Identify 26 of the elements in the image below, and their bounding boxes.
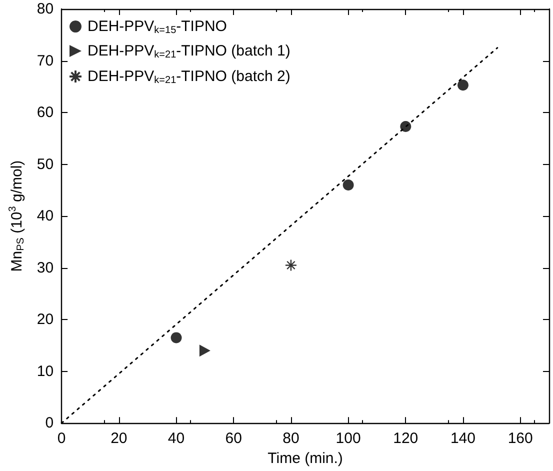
x-tick-label: 160 bbox=[508, 430, 533, 448]
y-tick-label: 40 bbox=[36, 208, 54, 225]
y-axis-title: MnPS (103 g/mol) bbox=[8, 160, 26, 272]
x-tick-label: 80 bbox=[282, 430, 300, 448]
point bbox=[457, 80, 468, 91]
x-tick-label: 40 bbox=[168, 430, 185, 448]
x-axis-title: Time (min.) bbox=[268, 450, 343, 467]
y-tick-label: 30 bbox=[36, 259, 54, 276]
point bbox=[400, 121, 412, 132]
x-tick-label: 100 bbox=[336, 430, 361, 448]
point bbox=[170, 332, 182, 344]
y-tick-label: 60 bbox=[36, 104, 54, 122]
x-tick-label: 140 bbox=[450, 430, 476, 448]
y-tick-label: 10 bbox=[36, 362, 54, 380]
y-tick-label: 50 bbox=[36, 156, 54, 173]
x-tick-label: 60 bbox=[225, 430, 242, 448]
y-tick-label: 80 bbox=[36, 0, 54, 18]
y-tick-label: 20 bbox=[36, 311, 54, 328]
point bbox=[342, 179, 354, 190]
x-tick-label: 120 bbox=[393, 430, 418, 448]
point bbox=[199, 344, 210, 357]
point bbox=[284, 259, 298, 272]
y-tick-label: 70 bbox=[36, 52, 54, 70]
x-tick-label: 20 bbox=[110, 430, 128, 448]
y-tick-label: 0 bbox=[45, 414, 54, 432]
x-tick-label: 0 bbox=[57, 430, 66, 448]
